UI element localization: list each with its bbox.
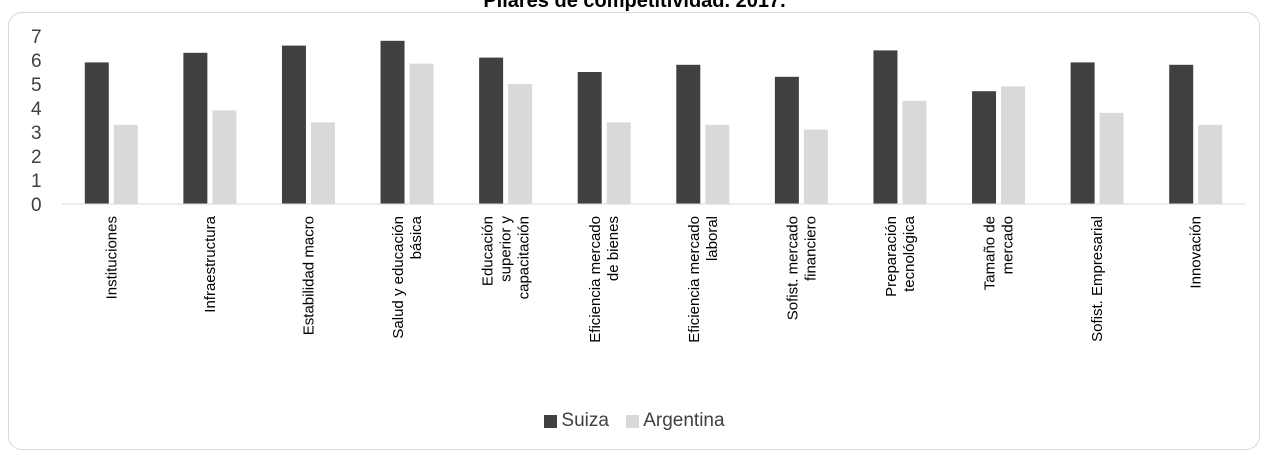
bar-argentina: [705, 124, 730, 204]
legend-label-argentina: Argentina: [643, 410, 725, 431]
bar-argentina: [1001, 86, 1026, 204]
x-category-label-line: laboral: [704, 216, 721, 261]
bar-argentina: [1198, 124, 1223, 204]
bar-argentina: [310, 122, 335, 204]
y-tick-label: 7: [31, 27, 42, 48]
x-category-label-line: de bienes: [605, 216, 622, 281]
bar-suiza: [1070, 62, 1095, 205]
bar-suiza: [1169, 64, 1194, 204]
y-tick-label: 5: [31, 75, 42, 96]
bar-argentina: [1099, 112, 1124, 204]
bar-suiza: [774, 76, 799, 204]
legend-item-suiza: Suiza: [544, 410, 609, 432]
x-category-label-line: Infraestructura: [202, 215, 219, 312]
x-category-label-line: Educación: [480, 216, 497, 286]
x-category-label-line: Sofist. mercado: [784, 216, 801, 320]
x-category-label-line: Innovación: [1188, 216, 1205, 289]
bar-argentina: [508, 84, 533, 204]
legend-swatch-suiza: [544, 414, 558, 428]
x-category-label-line: Salud y educación: [390, 216, 407, 339]
y-tick-label: 6: [31, 51, 42, 72]
x-category-label-line: tecnológica: [901, 215, 918, 292]
bar-suiza: [873, 50, 898, 205]
bar-chart: 0 1 2 3 4 5 6 7 Instituciones Infraestructura Est…: [31, 27, 1245, 343]
x-category-label-line: mercado: [1000, 216, 1017, 274]
bar-suiza: [281, 45, 306, 204]
chart-title: Pilares de competitividad. 2017.: [483, 0, 786, 12]
x-category-label-line: financiero: [802, 216, 819, 281]
y-tick-label: 4: [31, 99, 42, 120]
y-tick-label: 0: [31, 195, 42, 216]
x-category-label-line: Eficiencia mercado: [587, 216, 604, 343]
y-axis: 0 1 2 3 4 5 6 7: [31, 27, 42, 216]
bar-suiza: [84, 62, 109, 205]
x-category-label: Preparación tecnológica: [883, 215, 918, 297]
bar-suiza: [577, 72, 602, 204]
bar-argentina: [902, 100, 927, 204]
legend-item-argentina: Argentina: [626, 410, 725, 432]
bar-argentina: [606, 122, 631, 204]
x-category-label: Instituciones: [103, 216, 120, 299]
x-category-label-line: Eficiencia mercado: [686, 216, 703, 343]
y-tick-label: 3: [31, 123, 42, 144]
x-category-label: Innovación: [1188, 216, 1205, 289]
bar-argentina: [212, 110, 237, 204]
y-tick-label: 2: [31, 147, 42, 168]
bars: [84, 40, 1223, 205]
legend-label-suiza: Suiza: [561, 410, 609, 431]
x-category-label-line: Preparación: [883, 216, 900, 297]
x-category-label: Eficiencia mercado laboral: [686, 216, 721, 343]
legend: Suiza Argentina: [0, 410, 1269, 434]
bar-argentina: [409, 63, 434, 204]
x-axis-labels: Instituciones Infraestructura Estabilidad …: [103, 215, 1204, 342]
x-category-label-line: Estabilidad macro: [300, 216, 317, 335]
x-category-label: Eficiencia mercado de bienes: [587, 216, 622, 343]
chart-frame: [8, 12, 1260, 450]
bar-suiza: [479, 57, 504, 204]
bar-suiza: [183, 52, 208, 204]
legend-swatch-argentina: [626, 414, 640, 428]
bar-suiza: [380, 40, 405, 204]
x-category-label-line: superior y: [498, 216, 515, 282]
bar-suiza: [676, 64, 701, 204]
bar-argentina: [113, 124, 138, 204]
x-category-label: Educación superior y capacitación: [480, 216, 533, 300]
x-category-label-line: capacitación: [516, 216, 533, 299]
x-category-label: Sofist. mercado financiero: [784, 216, 819, 320]
x-category-label-line: Sofist. Empresarial: [1089, 216, 1106, 342]
x-category-label: Estabilidad macro: [300, 216, 317, 335]
bar-argentina: [803, 129, 828, 204]
x-category-label-line: Tamaño de: [982, 216, 999, 290]
bar-suiza: [972, 91, 997, 204]
x-category-label-line: Instituciones: [103, 216, 120, 299]
x-category-label: Salud y educación básica: [390, 215, 425, 338]
x-category-label: Tamaño de mercado: [982, 216, 1017, 290]
x-category-label-line: básica: [408, 215, 425, 259]
x-category-label: Infraestructura: [202, 215, 219, 312]
y-tick-label: 1: [31, 171, 42, 192]
x-category-label: Sofist. Empresarial: [1089, 216, 1106, 342]
